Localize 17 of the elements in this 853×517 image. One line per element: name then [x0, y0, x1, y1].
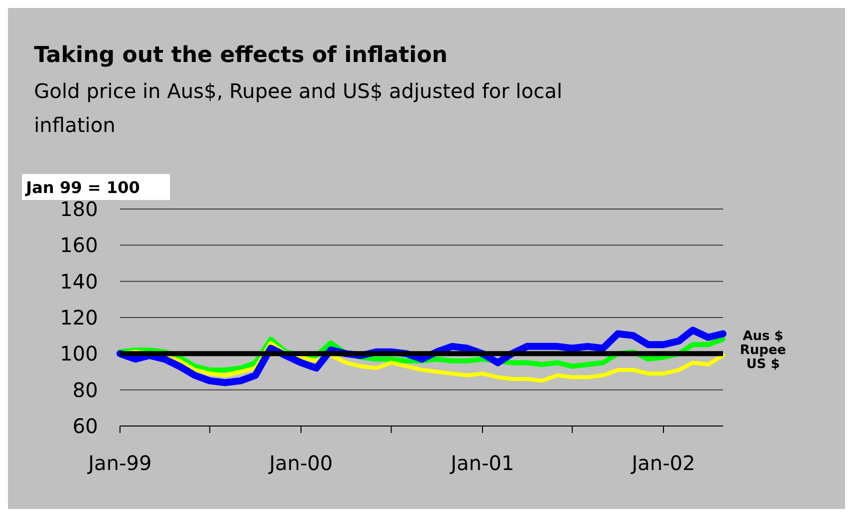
- x-tick-label: Jan-02: [630, 451, 696, 475]
- y-tick-label: 140: [60, 269, 98, 294]
- y-tick-label: 180: [60, 197, 98, 221]
- series-label: US $: [746, 357, 780, 372]
- chart-subtitle: Gold price in Aus$, Rupee and US$ adjusted for local inflation: [34, 79, 562, 137]
- y-axis-title: Jan 99 = 100: [25, 178, 140, 197]
- chart-title: Taking out the effects of inflation: [34, 43, 448, 68]
- y-tick-label: 100: [60, 342, 98, 366]
- series-label: Rupee: [740, 343, 786, 358]
- y-tick-label: 60: [72, 414, 98, 438]
- y-tick-label: 160: [60, 233, 98, 258]
- x-tick-label: Jan-99: [86, 451, 152, 475]
- x-tick-label: Jan-00: [267, 451, 333, 475]
- x-tick-label: Jan-01: [448, 451, 514, 475]
- y-tick-label: 80: [72, 378, 98, 402]
- series-label: Aus $: [742, 329, 784, 344]
- y-tick-label: 120: [60, 306, 98, 330]
